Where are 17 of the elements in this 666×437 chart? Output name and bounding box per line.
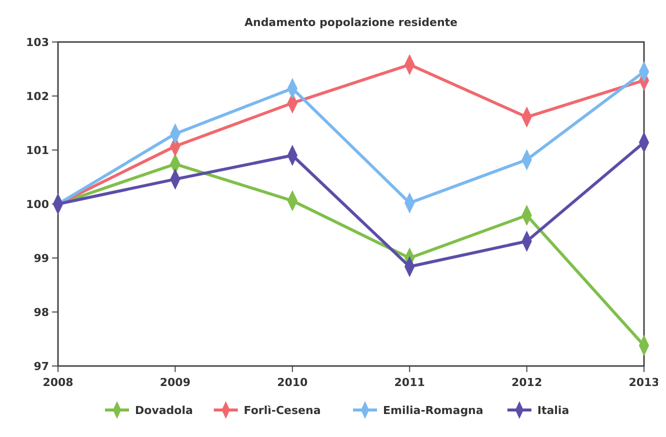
legend-label: Emilia-Romagna (383, 404, 484, 417)
y-tick-label: 102 (26, 90, 49, 103)
y-tick-label: 101 (26, 144, 49, 157)
x-tick-label: 2011 (394, 376, 425, 389)
y-tick-label: 98 (34, 306, 49, 319)
x-tick-label: 2008 (42, 376, 74, 389)
legend-label: Italia (537, 404, 570, 417)
y-tick-label: 99 (34, 252, 49, 265)
legend-label: Dovadola (135, 404, 193, 417)
x-tick-label: 2009 (160, 376, 191, 389)
y-tick-label: 100 (26, 198, 50, 211)
x-tick-label: 2010 (277, 376, 308, 389)
x-tick-label: 2012 (511, 376, 542, 389)
chart-title: Andamento popolazione residente (244, 16, 458, 29)
y-tick-label: 103 (26, 36, 49, 49)
y-tick-label: 97 (34, 360, 49, 373)
legend-label: Forlì-Cesena (244, 404, 321, 417)
